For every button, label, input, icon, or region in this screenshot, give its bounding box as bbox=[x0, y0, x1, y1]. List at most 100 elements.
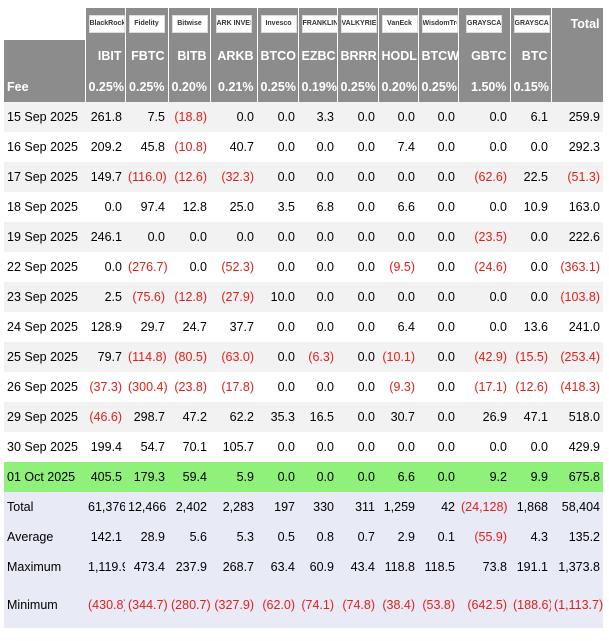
flow-value: 0.0 bbox=[316, 140, 334, 154]
summary-value: 0.7 bbox=[337, 522, 378, 552]
summary-value: (53.8) bbox=[418, 582, 458, 628]
flow-value: (15.5) bbox=[510, 342, 551, 372]
ticker: ARKB bbox=[210, 40, 258, 72]
summary-value: 268.7 bbox=[210, 552, 257, 582]
summary-value: (38.4) bbox=[378, 582, 418, 628]
logo: BlackRock bbox=[88, 15, 124, 33]
flow-value: 259.9 bbox=[551, 102, 603, 132]
logo-cell: WisdomTree bbox=[418, 8, 459, 40]
flow-value: 62.2 bbox=[210, 402, 257, 432]
summary-value: 473.4 bbox=[125, 552, 168, 582]
flow-value: 6.4 bbox=[397, 320, 415, 334]
flow-value: 5.9 bbox=[210, 462, 257, 492]
fee: 0.21% bbox=[210, 72, 258, 102]
flow-value: 0.0 bbox=[277, 140, 295, 154]
ticker: BITB bbox=[168, 40, 211, 72]
flow-value: 2.5 bbox=[85, 282, 125, 312]
flow-value: 0.0 bbox=[257, 162, 298, 192]
summary-value: (327.9) bbox=[210, 582, 257, 628]
flow-value: 0.0 bbox=[418, 162, 458, 192]
flow-value: 0.0 bbox=[104, 260, 122, 274]
flow-value: 25.0 bbox=[229, 200, 254, 214]
summary-value: (74.8) bbox=[337, 582, 378, 628]
date: 16 Sep 2025 bbox=[7, 140, 78, 154]
flow-value: 261.8 bbox=[85, 102, 125, 132]
summary-value: 142.1 bbox=[85, 522, 125, 552]
flow-value: 13.6 bbox=[523, 320, 548, 334]
fee: 0.19% bbox=[298, 72, 338, 102]
date: 26 Sep 2025 bbox=[7, 380, 78, 394]
flow-value: 79.7 bbox=[85, 342, 125, 372]
flow-value: 0.0 bbox=[357, 140, 375, 154]
flow-value: (62.6) bbox=[458, 162, 510, 192]
summary-label: Maximum bbox=[4, 552, 85, 582]
flow-value: 0.0 bbox=[418, 222, 458, 252]
flow-value: 0.0 bbox=[458, 282, 510, 312]
fee: 0.20% bbox=[378, 72, 419, 102]
summary-value: (188.6) bbox=[510, 582, 551, 628]
summary-value: 311 bbox=[337, 492, 378, 522]
flow-value: (300.4) bbox=[128, 380, 168, 394]
flow-value: 0.0 bbox=[125, 222, 168, 252]
fee: 0.25% bbox=[418, 72, 459, 102]
flow-value: 0.0 bbox=[489, 440, 507, 454]
logo: Fidelity bbox=[128, 15, 165, 33]
date: 23 Sep 2025 bbox=[4, 282, 85, 312]
flow-value: 0.0 bbox=[277, 320, 295, 334]
flow-value: 105.7 bbox=[222, 440, 254, 454]
flow-value: 0.0 bbox=[437, 320, 455, 334]
flow-value: 0.0 bbox=[510, 222, 551, 252]
flow-value: 0.0 bbox=[357, 380, 375, 394]
summary-value: (344.7) bbox=[125, 582, 168, 628]
flow-value: 0.0 bbox=[337, 402, 378, 432]
flow-value: 429.9 bbox=[568, 440, 600, 454]
flow-value: (37.3) bbox=[89, 380, 122, 394]
ticker: IBIT bbox=[85, 40, 126, 72]
fee: 0.25% bbox=[257, 72, 299, 102]
logo: FRANKLIN TEMPLETON bbox=[301, 15, 336, 33]
flow-value: (12.6) bbox=[168, 162, 210, 192]
flow-value: (51.3) bbox=[551, 162, 603, 192]
flow-value: 22.5 bbox=[510, 162, 551, 192]
logo-cell: GRAYSCALE bbox=[458, 8, 511, 40]
flow-value: 0.0 bbox=[257, 102, 298, 132]
flow-value: 0.0 bbox=[418, 402, 458, 432]
flow-value: 0.0 bbox=[316, 260, 334, 274]
fee: 0.15% bbox=[510, 72, 552, 102]
flow-value: 0.0 bbox=[257, 462, 298, 492]
flow-value: 7.5 bbox=[125, 102, 168, 132]
logo: GRAYSCALE bbox=[466, 15, 502, 33]
summary-value: 4.3 bbox=[510, 522, 551, 552]
date: 30 Sep 2025 bbox=[7, 440, 78, 454]
flow-value: (46.6) bbox=[85, 402, 125, 432]
logo-cell: BlackRock bbox=[85, 8, 126, 40]
flow-value: (418.3) bbox=[560, 380, 600, 394]
logo-cell: Fidelity bbox=[125, 8, 169, 40]
fee: 0.25% bbox=[337, 72, 379, 102]
flow-value: (10.8) bbox=[174, 140, 207, 154]
summary-value: (55.9) bbox=[458, 522, 510, 552]
flow-value: (17.1) bbox=[474, 380, 507, 394]
flow-value: 47.1 bbox=[510, 402, 551, 432]
flow-value: 222.6 bbox=[551, 222, 603, 252]
date: 22 Sep 2025 bbox=[7, 260, 78, 274]
date: 25 Sep 2025 bbox=[4, 342, 85, 372]
flow-value: 3.5 bbox=[277, 200, 295, 214]
summary-value: 2,402 bbox=[168, 492, 210, 522]
summary-value: 0.1 bbox=[418, 522, 458, 552]
flow-value: 6.6 bbox=[397, 200, 415, 214]
flow-value: 0.0 bbox=[418, 102, 458, 132]
fee: 1.50% bbox=[458, 72, 511, 102]
flow-value: 0.0 bbox=[437, 380, 455, 394]
flow-value: 298.7 bbox=[125, 402, 168, 432]
summary-row: Minimum (430.8) (344.7) (280.7) (327.9) (62.0… bbox=[4, 582, 603, 628]
summary-value: 43.4 bbox=[337, 552, 378, 582]
fee: 0.20% bbox=[168, 72, 211, 102]
logo-cell: ARK INVEST bbox=[210, 8, 258, 40]
flow-value: 0.0 bbox=[277, 440, 295, 454]
logo-cell: FRANKLIN TEMPLETON bbox=[298, 8, 338, 40]
summary-value: (62.0) bbox=[257, 582, 298, 628]
logo: ARK INVEST bbox=[215, 15, 252, 33]
